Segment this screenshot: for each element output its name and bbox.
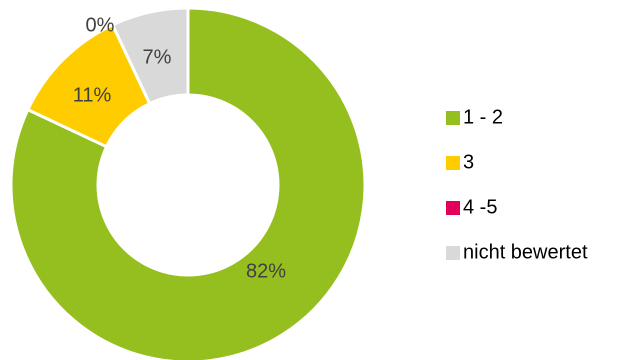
donut-slices (9, 6, 367, 360)
slice-label-1: 11% (73, 84, 112, 106)
slice-label-3: 7% (143, 46, 172, 68)
slice-label-0: 82% (246, 260, 286, 282)
slice-labels: 82% 11% 0% 7% (73, 14, 287, 282)
legend-label-2: 4 -5 (463, 196, 497, 218)
legend-item-2: 4 -5 (446, 196, 497, 218)
slice-3 (110, 6, 190, 106)
legend-item-1: 3 (446, 151, 474, 173)
legend-item-3: nicht bewertet (446, 241, 588, 263)
legend-swatch-1 (446, 156, 460, 170)
legend: 1 - 2 3 4 -5 nicht bewertet (446, 106, 588, 263)
legend-label-1: 3 (463, 151, 474, 173)
legend-swatch-0 (446, 111, 460, 125)
legend-swatch-2 (446, 201, 460, 215)
legend-label-0: 1 - 2 (463, 106, 503, 128)
legend-item-0: 1 - 2 (446, 106, 503, 128)
legend-label-3: nicht bewertet (463, 241, 588, 263)
legend-swatch-3 (446, 246, 460, 260)
slice-0 (9, 6, 367, 360)
slice-label-2: 0% (86, 14, 115, 36)
